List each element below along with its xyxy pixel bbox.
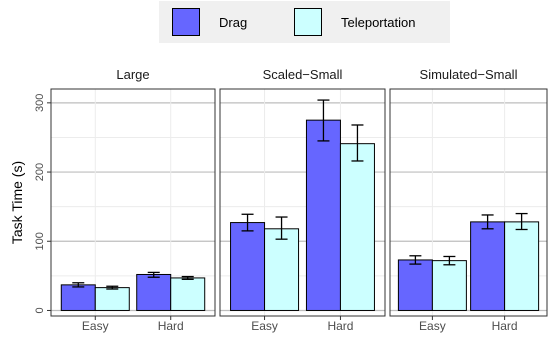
x-tick-label-simulated-small-easy: Easy [419,319,446,333]
legend-item-drag: Drag [172,1,247,43]
x-tick-label-simulated-small-hard: Hard [492,319,518,333]
legend-swatch-drag [172,8,200,36]
bar-scaled-small-teleportation-easy [264,228,300,311]
panel-title-simulated-small: Simulated−Small [420,67,518,82]
legend: Drag Teleportation [159,1,450,43]
x-tick-label-scaled-small-hard: Hard [327,319,353,333]
bar-scaled-small-teleportation-hard [339,143,375,311]
bar-large-teleportation-hard [170,277,206,311]
panel-title-scaled-small: Scaled−Small [263,67,343,82]
bar-simulated-small-drag-easy [397,259,433,311]
legend-swatch-teleportation [294,8,322,36]
bar-large-drag-hard [136,273,172,311]
legend-label-teleportation: Teleportation [341,14,416,30]
bar-simulated-small-teleportation-hard [504,221,540,311]
x-tick-label-scaled-small-easy: Easy [251,319,278,333]
bar-large-drag-easy [60,284,96,311]
y-tick-label-200: 200 [34,163,46,181]
legend-label-drag: Drag [219,14,248,30]
bar-scaled-small-drag-hard [305,119,341,311]
x-tick-label-large-easy: Easy [82,319,109,333]
legend-item-teleportation: Teleportation [294,1,415,43]
panel-border-large [50,88,216,317]
panel-border-simulated-small [389,88,548,317]
y-tick-label-300: 300 [34,94,46,112]
x-tick-label-large-hard: Hard [158,319,184,333]
panel-border-scaled-small [219,88,386,317]
bar-simulated-small-drag-hard [470,221,506,311]
bar-large-teleportation-easy [94,287,130,311]
y-tick-label-0: 0 [34,307,46,313]
y-tick-label-100: 100 [34,232,46,250]
panel-title-large: Large [116,67,149,82]
bar-simulated-small-teleportation-easy [431,260,467,311]
y-axis-label: Task Time (s) [9,161,25,244]
bar-scaled-small-drag-easy [230,222,266,311]
